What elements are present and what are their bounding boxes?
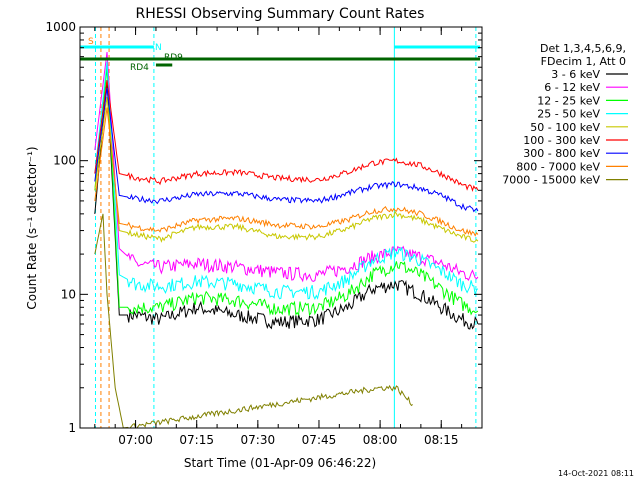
series-line-5 <box>94 80 479 193</box>
annotation-label-1: N <box>155 43 162 53</box>
x-tick-label-4: 08:00 <box>363 433 398 447</box>
series-line-4 <box>94 96 479 243</box>
series-line-0 <box>94 80 479 330</box>
legend-label-1: 6 - 12 keV <box>544 81 600 94</box>
series-line-1 <box>94 51 479 283</box>
legend: Det 1,3,4,5,6,9,FDecim 1, Att 03 - 6 keV… <box>502 42 628 187</box>
x-tick-label-1: 07:15 <box>179 433 214 447</box>
annotation-label-3: RD4 <box>130 63 149 73</box>
plot-frame <box>79 26 483 429</box>
annotation-label-2: RD9 <box>164 53 183 63</box>
y-tick-label-1: 10 <box>61 287 76 301</box>
legend-header-1: FDecim 1, Att 0 <box>541 55 626 68</box>
series-line-3 <box>94 61 479 301</box>
legend-label-0: 3 - 6 keV <box>551 68 600 81</box>
legend-label-4: 50 - 100 keV <box>530 121 600 134</box>
legend-label-8: 7000 - 15000 keV <box>502 174 600 187</box>
x-tick-label-0: 07:00 <box>118 433 153 447</box>
generation-timestamp: 14-Oct-2021 08:11 <box>558 469 634 478</box>
legend-label-6: 300 - 800 keV <box>523 147 600 160</box>
series-line-6 <box>94 87 479 213</box>
axes: 1 10 100 1000 07:00 07:15 07:30 07:45 08:00 08:15 <box>45 20 483 447</box>
x-axis-label: Start Time (01-Apr-09 06:46:22) <box>184 456 376 470</box>
legend-header-0: Det 1,3,4,5,6,9, <box>540 42 626 55</box>
legend-label-5: 100 - 300 keV <box>523 134 600 147</box>
y-tick-label-2: 100 <box>53 154 76 168</box>
annotation-label-0: S <box>88 37 94 47</box>
chart-title: RHESSI Observing Summary Count Rates <box>136 6 425 22</box>
x-tick-label-3: 07:45 <box>302 433 337 447</box>
y-axis-label: Count Rate (s⁻¹ detector⁻¹) <box>25 146 39 309</box>
series-line-8 <box>94 213 413 429</box>
x-tick-label-5: 08:15 <box>424 433 459 447</box>
y-tick-label-3: 1000 <box>45 20 76 34</box>
x-tick-label-2: 07:30 <box>241 433 276 447</box>
series-line-7 <box>94 107 479 237</box>
y-tick-label-0: 1 <box>68 421 76 435</box>
legend-label-7: 800 - 7000 keV <box>516 160 600 173</box>
legend-label-3: 25 - 50 keV <box>537 108 600 121</box>
series-line-2 <box>94 67 479 317</box>
legend-label-2: 12 - 25 keV <box>537 94 600 107</box>
